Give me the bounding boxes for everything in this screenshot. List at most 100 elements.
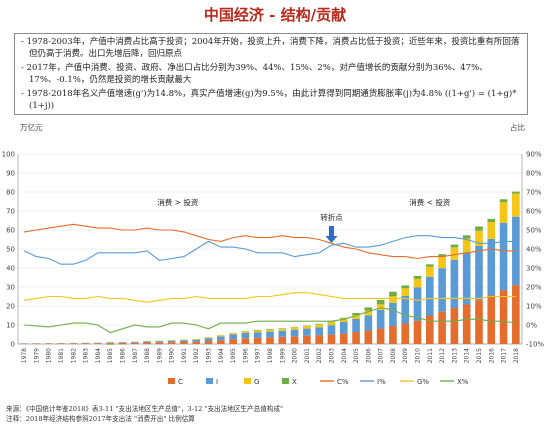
legend-label-c: C <box>178 378 183 386</box>
annotation-consumption-lt-investment: 消费 < 投资 <box>409 197 451 207</box>
bar-i-1986 <box>118 342 127 343</box>
right-tick-label: 30% <box>526 265 542 273</box>
right-tick-label: 60% <box>526 208 542 216</box>
left-axis-label: 万亿元 <box>20 122 43 132</box>
x-tick-label-1992: 1992 <box>193 348 200 363</box>
x-tick-label-2014: 2014 <box>464 348 471 363</box>
bar-g-1991 <box>180 339 188 341</box>
legend-label-x: X <box>292 378 297 386</box>
bar-x-2009 <box>401 285 410 289</box>
bar-c-1996 <box>241 338 250 344</box>
bar-g-2012 <box>438 256 446 269</box>
bar-g-1998 <box>266 329 274 332</box>
bar-g-2018 <box>512 193 520 217</box>
x-tick-label-2006: 2006 <box>365 348 372 363</box>
right-tick-label: 40% <box>526 246 542 254</box>
bar-x-2012 <box>438 254 446 257</box>
bar-c-1990 <box>167 342 176 344</box>
bar-c-1991 <box>180 342 188 344</box>
bar-i-1997 <box>253 332 262 338</box>
x-tick-label-2017: 2017 <box>501 348 508 363</box>
source-line-2: 注释：2018年经济结构参照2017年支出法 "消费开出" 比例估算 <box>6 415 195 423</box>
x-tick-label-1989: 1989 <box>156 348 163 363</box>
left-tick-label: 20 <box>6 303 15 311</box>
bar-i-2011 <box>425 276 434 316</box>
x-tick-label-2005: 2005 <box>353 348 360 363</box>
bar-c-2013 <box>450 308 459 344</box>
bar-c-2014 <box>462 304 471 344</box>
bar-c-1983 <box>81 343 90 344</box>
bar-g-2006 <box>364 310 373 316</box>
x-tick-label-1993: 1993 <box>206 348 213 363</box>
bar-g-2013 <box>450 247 459 260</box>
bar-x-1998 <box>266 329 274 330</box>
bar-i-1993 <box>204 338 213 342</box>
bar-i-2007 <box>376 309 385 329</box>
line-g-pct <box>24 292 516 303</box>
x-tick-label-2009: 2009 <box>402 348 409 363</box>
bar-c-1993 <box>204 341 213 344</box>
bar-c-1995 <box>229 339 237 344</box>
bar-c-2007 <box>376 328 385 344</box>
bar-x-2018 <box>512 191 520 194</box>
right-tick-label: 0% <box>526 322 537 330</box>
bar-i-2016 <box>487 238 496 296</box>
x-tick-label-1999: 1999 <box>279 348 286 363</box>
x-tick-label-1998: 1998 <box>267 348 274 363</box>
x-tick-label-1979: 1979 <box>33 348 40 363</box>
bar-g-2008 <box>389 296 397 303</box>
bar-c-2005 <box>352 332 360 344</box>
bar-i-1995 <box>229 334 237 340</box>
bar-g-2002 <box>315 324 323 328</box>
x-tick-label-2000: 2000 <box>292 348 299 363</box>
bar-i-2000 <box>290 329 299 337</box>
legend-label-x-pct: X% <box>457 378 469 386</box>
x-tick-label-2001: 2001 <box>304 348 311 363</box>
bar-i-1992 <box>192 339 201 342</box>
bar-x-1985 <box>106 344 115 345</box>
x-tick-label-1978: 1978 <box>21 348 28 363</box>
line-c-pct <box>24 223 516 260</box>
bar-g-2007 <box>376 304 385 310</box>
line-x-pct <box>24 307 516 334</box>
left-tick-label: 70 <box>6 208 15 216</box>
bar-g-1992 <box>192 339 201 340</box>
right-tick-label: 20% <box>526 284 542 292</box>
bar-x-2006 <box>364 307 373 311</box>
note-1: - 1978-2003年，产值中消费占比高于投资；2004年开始，投资上升，消费… <box>21 37 520 59</box>
bar-x-2008 <box>389 291 397 297</box>
bar-i-1999 <box>278 330 287 337</box>
right-tick-label: 90% <box>526 151 542 159</box>
bar-i-2002 <box>315 327 323 336</box>
bar-x-2007 <box>376 299 385 305</box>
bar-i-2013 <box>450 259 459 309</box>
bar-i-2006 <box>364 315 373 331</box>
left-tick-label: 60 <box>6 227 15 235</box>
left-tick-label: 90 <box>6 170 15 178</box>
bar-c-2002 <box>315 335 323 344</box>
bar-g-2009 <box>401 288 410 296</box>
left-tick-label: 80 <box>6 189 15 197</box>
bar-g-1993 <box>204 337 213 339</box>
bar-c-1984 <box>94 343 102 344</box>
x-tick-label-1994: 1994 <box>218 348 225 363</box>
bar-g-1995 <box>229 333 237 335</box>
right-tick-label: 10% <box>526 303 542 311</box>
page-title: 中国经济 - 结构/贡献 <box>203 6 347 24</box>
x-tick-label-1990: 1990 <box>169 348 176 363</box>
x-tick-label-2003: 2003 <box>328 348 335 363</box>
bar-g-2004 <box>339 318 348 322</box>
bar-c-1999 <box>278 336 287 344</box>
bar-x-2010 <box>413 275 422 279</box>
bar-g-2005 <box>352 314 360 319</box>
x-tick-label-2004: 2004 <box>341 348 348 363</box>
bar-c-2015 <box>475 300 483 344</box>
bar-i-2017 <box>499 222 508 291</box>
bar-i-2010 <box>413 287 422 321</box>
bar-c-1989 <box>155 342 164 344</box>
bar-i-2009 <box>401 295 410 324</box>
bar-c-1998 <box>266 337 274 344</box>
bar-g-2016 <box>487 222 496 239</box>
turning-point-arrow <box>325 226 338 243</box>
bar-c-2011 <box>425 315 434 344</box>
